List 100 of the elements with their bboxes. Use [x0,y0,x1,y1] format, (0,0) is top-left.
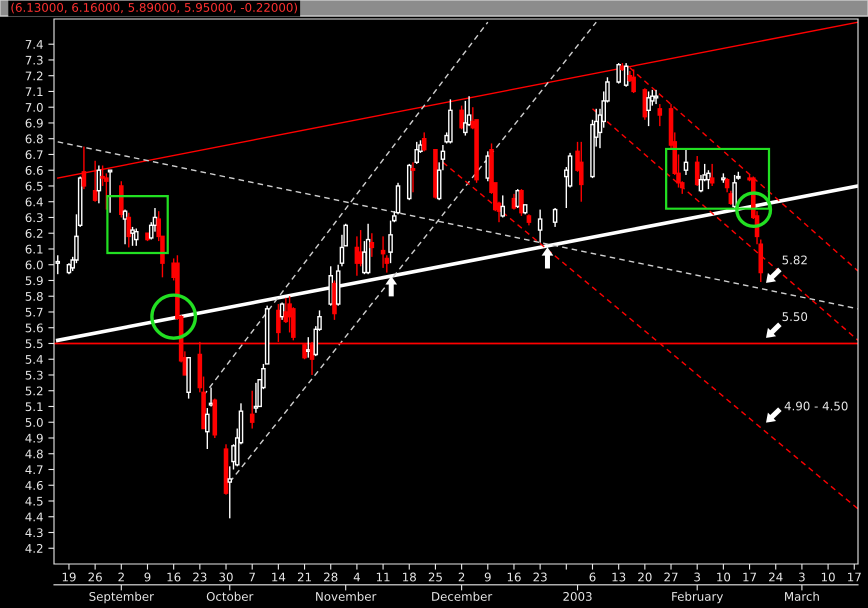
y-tick-label: 5.9 [26,276,43,286]
y-tick-label: 6.6 [26,166,43,175]
x2-tick-label: 2003 [563,592,592,601]
y-tick-label: 5.0 [26,418,43,427]
candlestick [654,89,658,105]
candlestick [578,141,584,202]
candlestick [526,214,532,226]
candlestick [522,204,528,216]
x-tick-label: 24 [769,572,783,582]
x-tick-label: 11 [376,572,390,582]
y-tick-label: 6.4 [26,197,43,206]
y-tick-label: 5.6 [26,323,43,332]
candlestick [55,254,60,275]
candlestick [728,190,734,206]
x2-tick-label: October [206,592,254,601]
y-tick-label: 5.2 [26,386,42,396]
candlestick [205,407,210,450]
y-tick-label: 5.7 [26,308,43,317]
x-tick-label: 2 [458,572,464,582]
candlestick [134,228,139,247]
y-tick-label: 6.7 [26,150,43,160]
chart-title: (6.13000, 6.16000, 5.89000, 5.95000, -0.22000) [11,2,297,14]
x2-tick-label: December [432,592,492,601]
annotation: 5.50 [782,312,808,322]
y-tick-label: 7.2 [26,71,42,80]
candlestick [380,236,386,269]
x2-tick-label: February [672,592,723,604]
x-tick-label: 19 [62,572,76,582]
x2-tick-label: September [89,592,154,604]
candlestick [538,208,542,244]
y-tick-label: 4.2 [25,544,42,553]
y-tick-label: 6.9 [26,118,43,128]
x-tick-label: 10 [717,572,730,582]
x-tick-label: 6 [590,572,596,582]
y-tick-label: 6.0 [26,260,43,270]
y-tick-label: 5.5 [26,339,43,348]
annotation: 5.82 [782,255,807,264]
x-tick-label: 4 [354,572,360,582]
candlestick [250,390,254,430]
candlestick [410,162,416,193]
x-tick-label: 14 [272,572,286,582]
y-tick-label: 4.6 [25,480,43,490]
y-tick-label: 6.5 [26,182,43,191]
candlestick [658,103,662,127]
x-tick-label: 18 [403,572,416,582]
x-tick-label: 23 [193,572,206,582]
annotation: 4.90 - 4.50 [784,402,848,410]
candlestick [414,141,420,165]
y-tick-label: 7.1 [26,87,42,96]
x-tick-label: 27 [664,572,678,582]
candlestick [732,174,737,209]
y-tick-label: 5.3 [26,370,43,380]
candlestick [306,336,311,358]
x-tick-label: 3 [694,572,700,582]
x-tick-label: 16 [167,572,180,582]
y-tick-label: 4.8 [25,449,43,458]
y-tick-label: 7.3 [26,56,43,65]
x-tick-label: 26 [88,572,102,582]
candlestick [463,100,468,136]
x-tick-label: 10 [822,572,835,582]
y-tick-label: 7.0 [26,102,43,112]
y-tick-label: 4.5 [25,496,43,506]
x-tick-label: 3 [799,572,805,582]
candlestick [646,90,651,127]
candlestick [208,386,214,408]
y-tick-label: 6.3 [26,213,43,222]
candlestick [552,207,558,228]
candlestick [519,188,524,217]
candlestick [684,149,688,176]
y-tick-label: 4.7 [25,465,43,474]
candlestick [227,466,232,520]
candlestick [362,240,367,275]
candlestick [130,226,135,247]
candlestick [122,208,128,245]
candlestick [721,172,726,184]
candlestick [96,164,102,204]
y-tick-label: 6.8 [26,134,43,144]
x-tick-label: 13 [612,572,626,582]
candlestick [616,62,621,84]
y-tick-label: 7.4 [26,40,43,49]
candlestick [108,170,112,214]
x-tick-label: 20 [638,572,652,582]
candlestick [624,62,628,88]
x2-tick-label: March [785,592,819,601]
y-tick-label: 5.8 [26,292,43,301]
candlestick [459,104,464,130]
x-tick-label: 28 [324,572,338,582]
candlestick [500,194,506,218]
candlestick [724,177,730,193]
x-tick-label: 21 [298,572,311,582]
y-tick-label: 4.9 [25,434,43,443]
x-tick-label: 25 [428,572,442,582]
y-tick-label: 6.1 [26,244,42,254]
y-tick-label: 5.4 [26,355,43,364]
x-tick-label: 9 [144,572,150,582]
y-tick-label: 4.4 [25,512,43,522]
x-tick-label: 2 [118,572,124,582]
x-tick-label: 16 [508,572,521,582]
x-tick-label: 17 [743,572,756,582]
x-tick-label: 9 [484,572,491,582]
